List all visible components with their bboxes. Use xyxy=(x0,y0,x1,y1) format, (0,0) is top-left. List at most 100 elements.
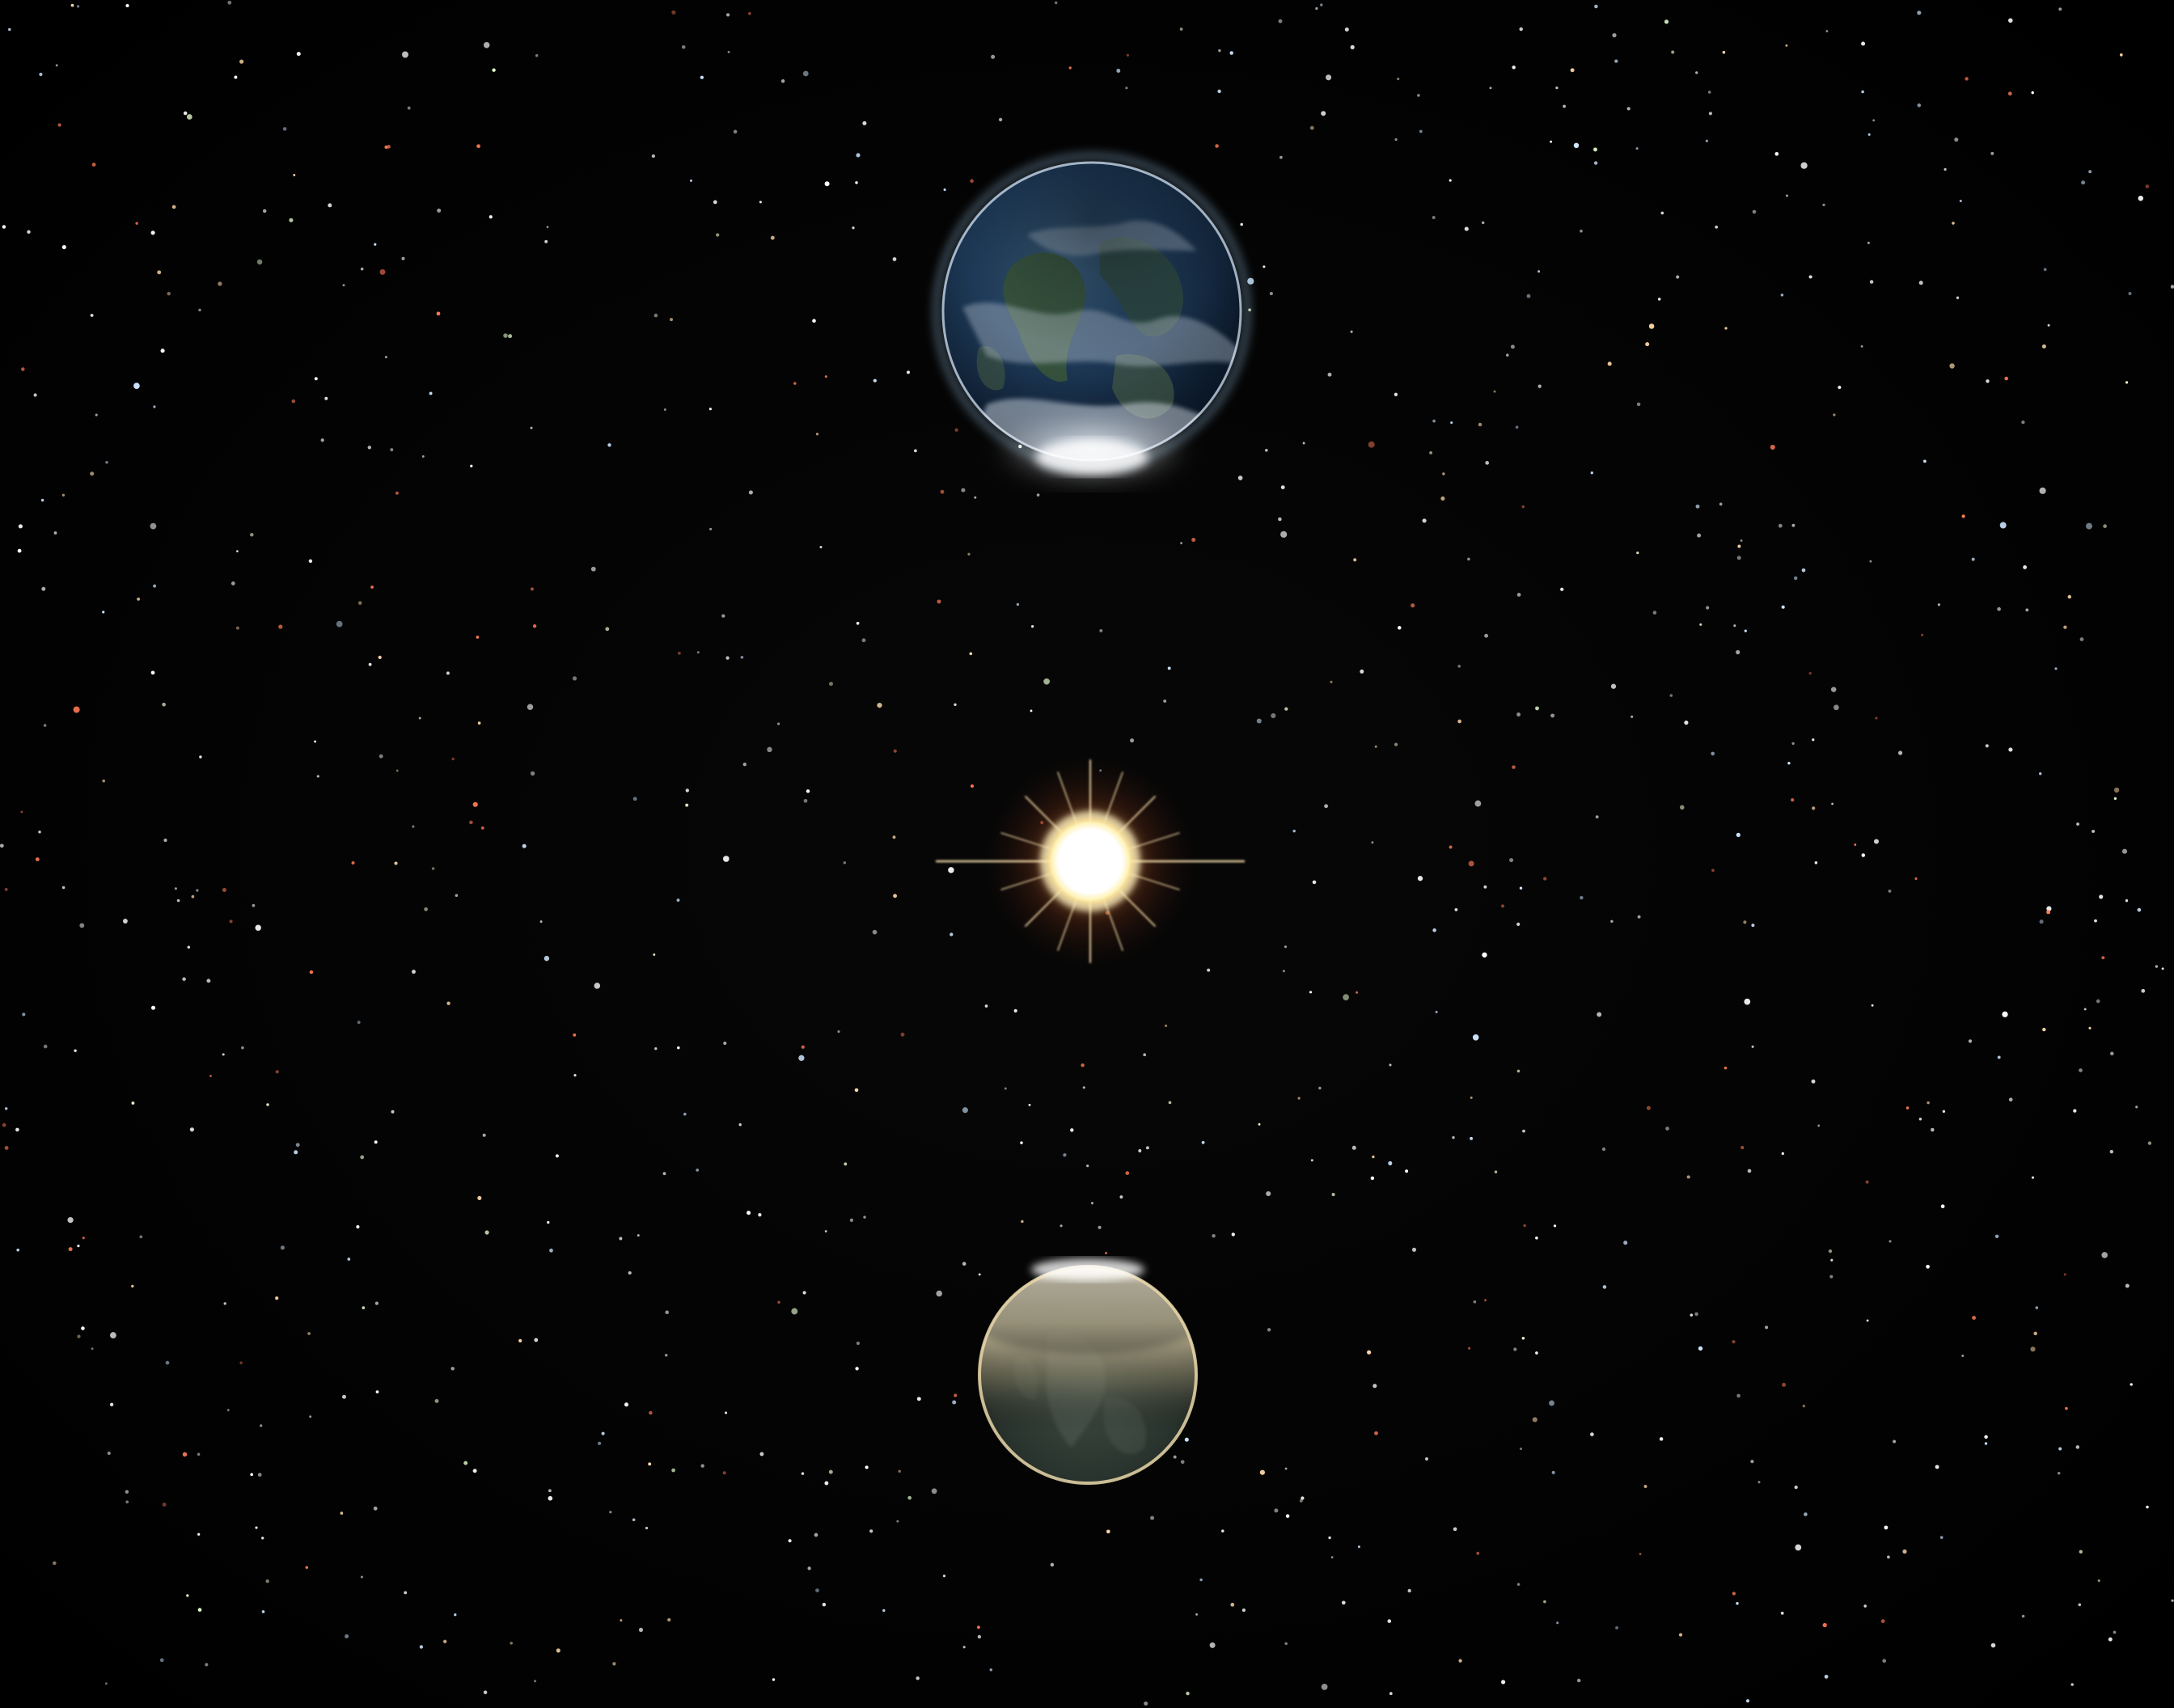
star xyxy=(76,5,80,8)
star xyxy=(483,1690,488,1694)
star xyxy=(1956,296,1960,299)
star xyxy=(1509,858,1514,863)
star xyxy=(1917,11,1922,15)
star xyxy=(1573,142,1580,148)
star xyxy=(1532,1417,1537,1423)
star xyxy=(1740,1145,1745,1150)
star xyxy=(727,50,730,53)
star xyxy=(1985,744,1989,748)
star xyxy=(1867,241,1870,244)
star xyxy=(2002,1011,2008,1017)
star xyxy=(1163,699,1167,703)
star xyxy=(1595,815,1599,818)
earth-planet xyxy=(914,146,1270,534)
star xyxy=(4,888,8,891)
star xyxy=(1020,1141,1023,1144)
star xyxy=(2125,1283,2130,1288)
star xyxy=(307,1332,311,1335)
star xyxy=(61,493,66,497)
star xyxy=(1442,472,1445,476)
sun-star xyxy=(904,728,1276,995)
star xyxy=(1838,385,1842,390)
star xyxy=(342,284,345,287)
star xyxy=(43,1044,48,1049)
star xyxy=(671,1468,675,1473)
star xyxy=(1610,920,1614,924)
star xyxy=(1467,557,1470,561)
star xyxy=(872,929,878,935)
star xyxy=(1888,889,1892,893)
star xyxy=(1269,291,1273,296)
star xyxy=(107,1451,111,1456)
star xyxy=(547,1220,550,1224)
star xyxy=(877,703,882,708)
star xyxy=(1770,444,1775,450)
star xyxy=(1330,1556,1334,1559)
star xyxy=(607,443,611,447)
star xyxy=(1199,1578,1203,1582)
star xyxy=(1535,706,1539,711)
star xyxy=(375,1390,379,1393)
star xyxy=(1719,502,1723,506)
star xyxy=(209,1074,212,1077)
star xyxy=(1889,1240,1892,1243)
star xyxy=(1706,606,1710,610)
star xyxy=(1105,1251,1108,1254)
star xyxy=(1489,87,1492,90)
star xyxy=(2128,292,2132,295)
star xyxy=(665,1310,670,1315)
star xyxy=(2065,1406,2068,1410)
star xyxy=(1800,162,1808,169)
star xyxy=(2058,7,2062,11)
star xyxy=(1330,680,1333,683)
star xyxy=(1791,797,1795,802)
star xyxy=(255,1526,258,1529)
star xyxy=(855,1367,859,1371)
star xyxy=(1782,1382,1787,1387)
star xyxy=(1280,531,1288,538)
star xyxy=(187,945,190,949)
star xyxy=(316,775,319,778)
star xyxy=(1869,560,1872,563)
star xyxy=(645,1526,649,1530)
star xyxy=(1482,952,1487,958)
star xyxy=(844,1162,848,1166)
star xyxy=(1229,51,1233,55)
star xyxy=(82,1237,85,1240)
star xyxy=(2057,1471,2061,1475)
star xyxy=(2046,910,2051,915)
star xyxy=(1271,712,1276,719)
star xyxy=(1263,265,1266,268)
star xyxy=(150,1005,156,1010)
star xyxy=(1484,633,1489,638)
star xyxy=(962,1646,966,1649)
star xyxy=(1744,629,1747,632)
star xyxy=(1954,137,1959,142)
star xyxy=(265,1579,269,1583)
star xyxy=(1861,41,1866,46)
star xyxy=(914,449,917,453)
star xyxy=(70,3,74,7)
star xyxy=(1537,270,1541,273)
star xyxy=(1923,459,1927,463)
star xyxy=(1543,1600,1546,1604)
star xyxy=(2025,608,2029,612)
star xyxy=(653,953,656,956)
star xyxy=(669,318,674,322)
star xyxy=(197,1608,202,1612)
star xyxy=(291,399,296,404)
star xyxy=(1407,1588,1411,1593)
star xyxy=(2004,376,2009,381)
star xyxy=(937,599,941,604)
star xyxy=(1833,413,1836,416)
star xyxy=(1310,1159,1313,1162)
star xyxy=(1143,1053,1147,1057)
star xyxy=(1990,1642,1996,1648)
star xyxy=(1168,1101,1172,1105)
star xyxy=(336,620,343,628)
star xyxy=(463,1461,468,1465)
star xyxy=(696,651,700,654)
star xyxy=(1774,151,1779,156)
star xyxy=(1435,1010,1438,1013)
star xyxy=(2101,956,2105,960)
